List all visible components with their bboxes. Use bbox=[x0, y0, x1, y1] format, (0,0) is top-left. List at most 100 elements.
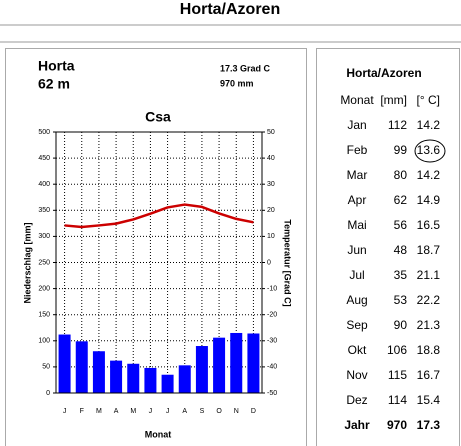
table-month: Jan bbox=[347, 118, 366, 132]
y2-tick-label: 0 bbox=[267, 259, 271, 266]
table-precip: 112 bbox=[388, 118, 407, 132]
y-tick-label: 200 bbox=[38, 285, 50, 292]
y-tick-label: 50 bbox=[42, 364, 50, 371]
table-month: Jul bbox=[349, 268, 364, 282]
x-tick-label: J bbox=[166, 408, 170, 415]
x-tick-label: A bbox=[114, 408, 119, 415]
bar bbox=[247, 333, 260, 393]
table-precip: 56 bbox=[394, 218, 408, 232]
table-month: Jun bbox=[347, 243, 366, 257]
table-header: Monat bbox=[340, 93, 374, 107]
y2-tick-label: -10 bbox=[267, 285, 277, 292]
table-header: [° C] bbox=[417, 93, 440, 107]
y2-tick-label: 20 bbox=[267, 207, 275, 214]
x-tick-label: N bbox=[234, 408, 239, 415]
table-month: Dez bbox=[346, 393, 367, 407]
bar bbox=[127, 363, 140, 393]
table-temp: 14.2 bbox=[417, 168, 441, 182]
table-month: Mar bbox=[347, 168, 368, 182]
bar bbox=[230, 332, 243, 393]
table-temp: 15.4 bbox=[417, 393, 441, 407]
table-temp: 21.1 bbox=[417, 268, 441, 282]
plot-frame bbox=[55, 131, 263, 394]
y2-axis-label: Temperatur [Grad C] bbox=[283, 219, 293, 306]
y2-tick-label: -30 bbox=[267, 338, 277, 345]
table-temp: 13.6 bbox=[417, 143, 441, 157]
table-precip: 35 bbox=[394, 268, 408, 282]
table-month: Nov bbox=[346, 368, 367, 382]
annual-precip: 970 mm bbox=[220, 78, 254, 88]
table-precip: 114 bbox=[388, 393, 407, 407]
table-temp: 14.2 bbox=[417, 118, 441, 132]
table-total: 17.3 bbox=[417, 418, 441, 432]
station-elevation: 62 m bbox=[38, 76, 70, 92]
bar bbox=[161, 374, 174, 393]
bar bbox=[213, 337, 226, 393]
table-precip: 80 bbox=[394, 168, 408, 182]
y2-tick-label: -20 bbox=[267, 312, 277, 319]
y-tick-label: 100 bbox=[38, 338, 50, 345]
table-title: Horta/Azoren bbox=[346, 66, 421, 80]
table-precip: 62 bbox=[394, 193, 408, 207]
x-tick-label: O bbox=[216, 408, 222, 415]
table-month: Sep bbox=[346, 318, 368, 332]
y-tick-label: 250 bbox=[38, 259, 50, 266]
bar bbox=[92, 351, 105, 393]
table-total: 970 bbox=[387, 418, 407, 432]
y-tick-label: 150 bbox=[38, 312, 50, 319]
y-tick-label: 300 bbox=[38, 233, 50, 240]
table-temp: 16.5 bbox=[417, 218, 441, 232]
table-total: Jahr bbox=[344, 418, 370, 432]
highlight-circle bbox=[414, 139, 446, 163]
chart-title: Csa bbox=[145, 109, 171, 125]
table-precip: 48 bbox=[394, 243, 408, 257]
table-temp: 22.2 bbox=[417, 293, 441, 307]
table-month: Okt bbox=[348, 343, 367, 357]
table-month: Apr bbox=[348, 193, 367, 207]
x-tick-label: J bbox=[149, 408, 153, 415]
table-month: Mai bbox=[347, 218, 366, 232]
y2-tick-label: -50 bbox=[267, 390, 277, 397]
bar bbox=[178, 365, 191, 393]
table-month: Aug bbox=[346, 293, 367, 307]
x-tick-label: M bbox=[96, 408, 102, 415]
table-month: Feb bbox=[347, 143, 368, 157]
table-precip: 90 bbox=[394, 318, 408, 332]
table-temp: 18.7 bbox=[417, 243, 441, 257]
table-temp: 16.7 bbox=[417, 368, 441, 382]
y2-tick-label: 50 bbox=[267, 129, 275, 136]
x-axis-label: Monat bbox=[145, 429, 172, 439]
y2-tick-label: 10 bbox=[267, 233, 275, 240]
y2-tick-label: 30 bbox=[267, 181, 275, 188]
bar bbox=[144, 367, 157, 393]
x-tick-label: A bbox=[182, 408, 187, 415]
station-name: Horta bbox=[38, 58, 75, 74]
bar bbox=[58, 334, 71, 393]
x-tick-label: J bbox=[63, 408, 67, 415]
y-tick-label: 0 bbox=[46, 390, 50, 397]
temperature-line bbox=[64, 203, 254, 229]
table-temp: 14.9 bbox=[417, 193, 441, 207]
y2-tick-label: -40 bbox=[267, 364, 277, 371]
table-precip: 115 bbox=[388, 368, 407, 382]
table-panel bbox=[316, 48, 460, 446]
x-tick-label: F bbox=[80, 408, 84, 415]
y-tick-label: 450 bbox=[38, 155, 50, 162]
page-title: Horta/Azoren bbox=[180, 1, 280, 18]
table-header: [mm] bbox=[380, 93, 407, 107]
y-tick-label: 500 bbox=[38, 129, 50, 136]
y2-tick-label: 40 bbox=[267, 155, 275, 162]
chart-panel bbox=[5, 48, 307, 446]
bar bbox=[110, 360, 123, 393]
table-precip: 99 bbox=[394, 143, 408, 157]
table-precip: 53 bbox=[394, 293, 408, 307]
annual-temp: 17.3 Grad C bbox=[220, 63, 271, 73]
y-tick-label: 350 bbox=[38, 207, 50, 214]
bar bbox=[195, 346, 208, 393]
y-axis-label: Niederschlag [mm] bbox=[22, 222, 32, 303]
y-tick-label: 400 bbox=[38, 181, 50, 188]
table-precip: 106 bbox=[387, 343, 407, 357]
table-temp: 18.8 bbox=[417, 343, 441, 357]
